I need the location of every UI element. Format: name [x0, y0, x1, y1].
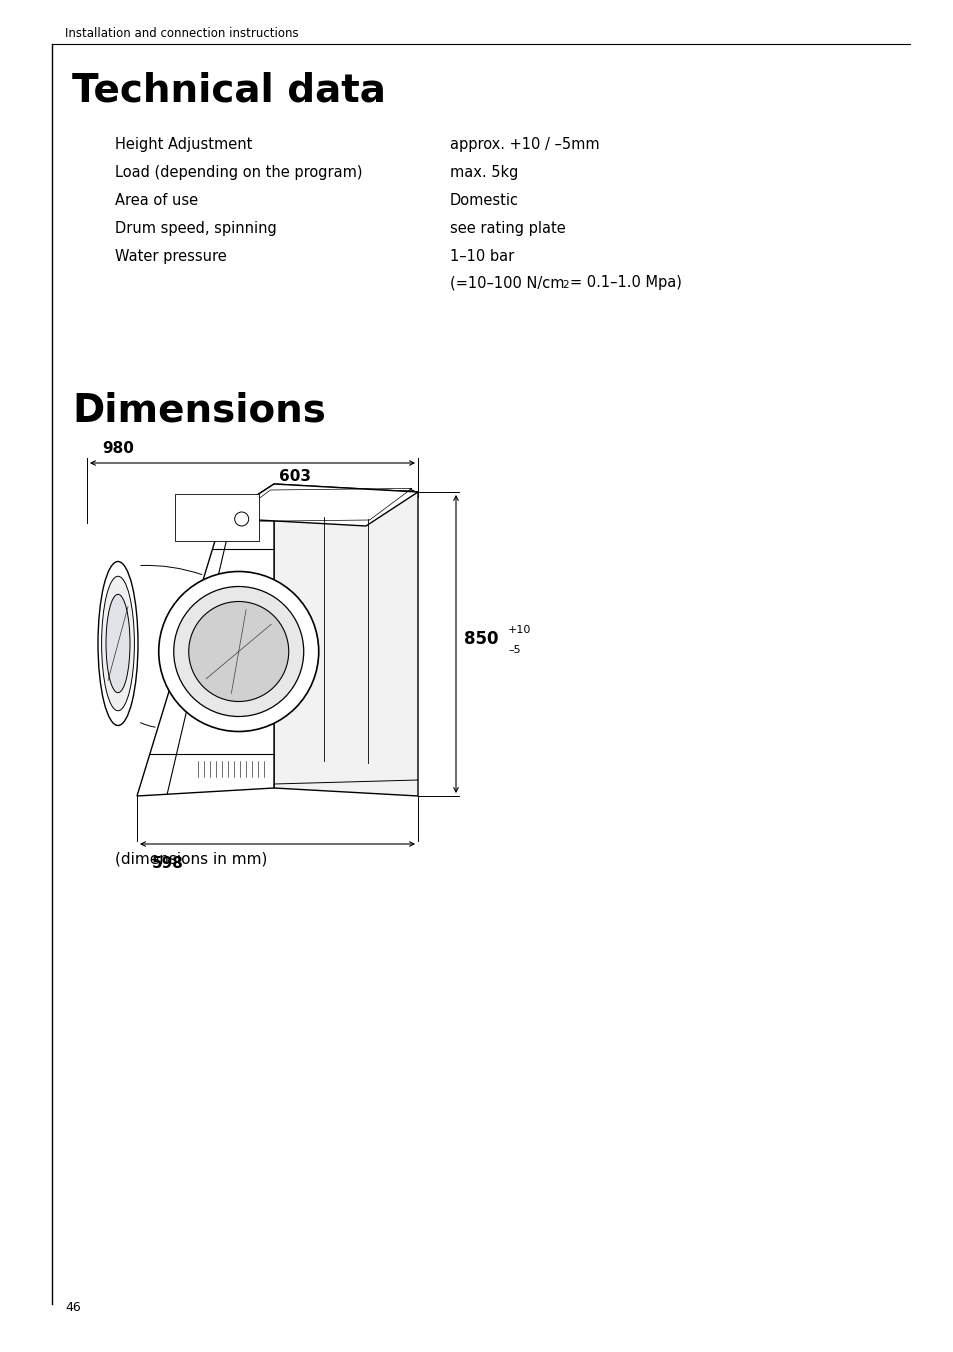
Ellipse shape [101, 576, 134, 711]
Text: Installation and connection instructions: Installation and connection instructions [65, 27, 298, 41]
Bar [175, 493, 258, 541]
Text: 2: 2 [561, 280, 568, 289]
Ellipse shape [106, 595, 130, 692]
Circle shape [158, 572, 318, 731]
Text: max. 5kg: max. 5kg [450, 165, 517, 180]
Text: 598: 598 [152, 856, 184, 871]
Text: 1–10 bar: 1–10 bar [450, 249, 514, 264]
Text: see rating plate: see rating plate [450, 220, 565, 237]
Text: Drum speed, spinning: Drum speed, spinning [115, 220, 276, 237]
Text: Dimensions: Dimensions [71, 392, 326, 430]
Text: +10: +10 [507, 625, 531, 635]
Text: Height Adjustment: Height Adjustment [115, 137, 253, 151]
Ellipse shape [98, 561, 138, 726]
Text: (=10–100 N/cm: (=10–100 N/cm [450, 274, 564, 289]
Text: = 0.1–1.0 Mpa): = 0.1–1.0 Mpa) [569, 274, 681, 289]
Text: Domestic: Domestic [450, 193, 518, 208]
Text: 850: 850 [463, 630, 498, 648]
Text: Water pressure: Water pressure [115, 249, 227, 264]
Text: (dimensions in mm): (dimensions in mm) [115, 852, 267, 867]
Text: Load (depending on the program): Load (depending on the program) [115, 165, 362, 180]
Text: –5: –5 [507, 645, 520, 654]
Circle shape [234, 512, 249, 526]
Polygon shape [222, 484, 417, 526]
Circle shape [189, 602, 289, 702]
Text: 603: 603 [278, 469, 311, 484]
Text: approx. +10 / –5mm: approx. +10 / –5mm [450, 137, 599, 151]
Text: Area of use: Area of use [115, 193, 198, 208]
Text: Technical data: Technical data [71, 72, 385, 110]
Circle shape [173, 587, 303, 717]
Text: 46: 46 [65, 1301, 81, 1314]
Polygon shape [137, 484, 274, 796]
Polygon shape [274, 484, 417, 796]
Text: 980: 980 [102, 441, 133, 456]
